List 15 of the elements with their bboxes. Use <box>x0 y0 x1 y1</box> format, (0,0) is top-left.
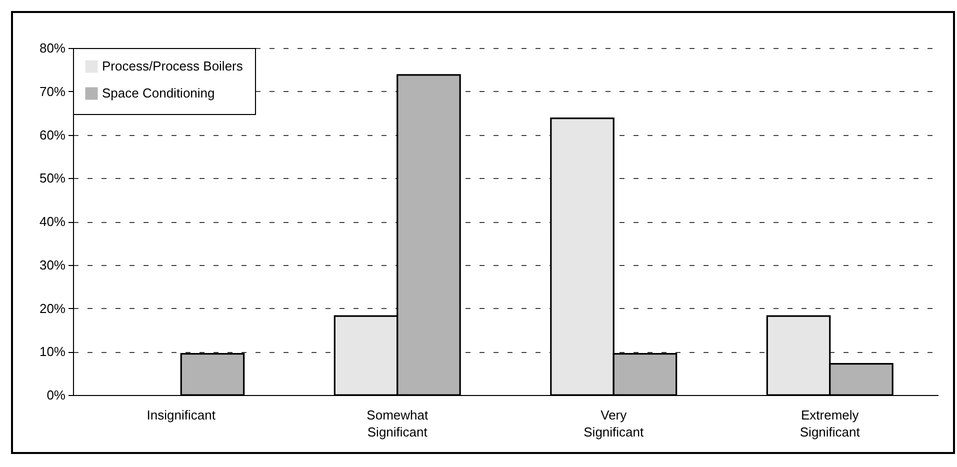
legend-label: Process/Process Boilers <box>102 58 244 74</box>
y-tick-label: 50% <box>39 170 66 186</box>
legend-label: Space Conditioning <box>102 86 215 100</box>
y-tick-label: 0% <box>46 388 66 402</box>
x-tick-label: Somewhat Significant <box>366 408 428 440</box>
x-tick-label: Insignificant <box>146 408 216 422</box>
y-tick-label: 40% <box>39 214 66 229</box>
y-tick-label: 80% <box>39 40 66 56</box>
y-tick-label: 30% <box>39 257 66 272</box>
y-tick-label: 60% <box>39 127 66 142</box>
x-tick-label: Very Significant <box>584 408 644 440</box>
y-tick-label: 20% <box>39 300 66 316</box>
y-tick-label: 10% <box>39 344 66 360</box>
y-tick-label: 70% <box>39 84 66 99</box>
x-tick-label: Extremely Significant <box>800 408 860 440</box>
